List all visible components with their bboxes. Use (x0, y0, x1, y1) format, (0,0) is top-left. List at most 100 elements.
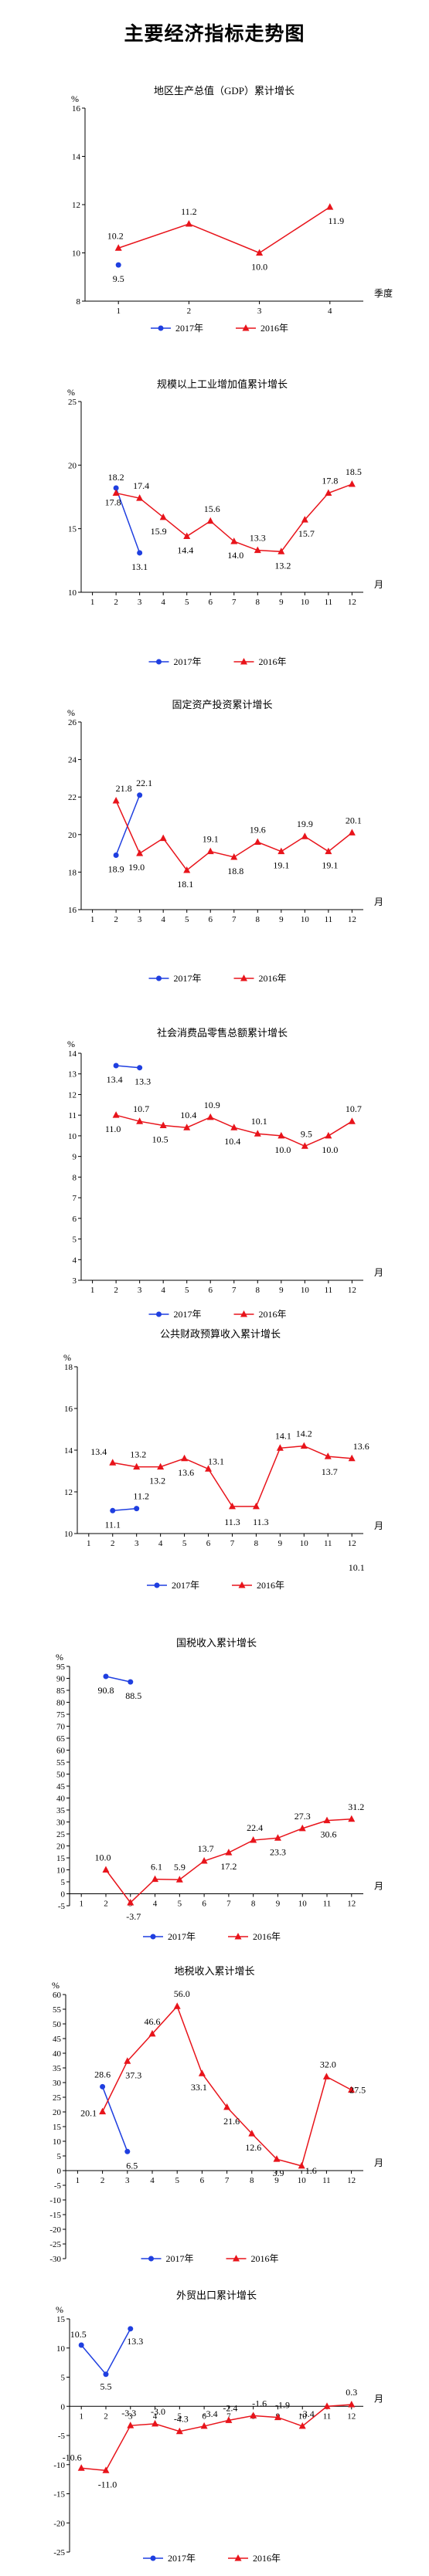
y-tick-label: 10 (64, 1530, 73, 1539)
data-label: -3.4 (203, 2408, 218, 2419)
data-label: 17.8 (105, 497, 121, 508)
legend-marker (148, 2256, 154, 2262)
data-label: 10.0 (94, 1852, 111, 1863)
data-label: 10.1 (251, 1116, 267, 1127)
y-tick-label: 65 (56, 1734, 66, 1744)
data-point (200, 2422, 208, 2429)
x-tick-label: 9 (279, 1286, 284, 1295)
data-point (276, 1444, 284, 1451)
x-axis-title: 月 (374, 1520, 383, 1531)
x-axis-title: 月 (374, 579, 383, 590)
chart-local-tax-revenue: 地税收入累计增长%-30-25-20-15-10-505101520253035… (49, 1965, 383, 2264)
y-tick-label: 10 (68, 588, 77, 598)
data-label: 10.4 (180, 1110, 196, 1120)
y-tick-label: 10 (53, 2137, 62, 2147)
y-tick-label: 0 (57, 2167, 62, 2176)
y-tick-label: 14 (72, 153, 81, 162)
y-tick-label: 16 (68, 906, 77, 915)
data-label: 11.2 (133, 1491, 149, 1502)
legend-marker (240, 974, 247, 981)
data-point (152, 1875, 159, 1883)
legend-marker (156, 975, 162, 981)
data-point (136, 849, 144, 856)
data-label: 11.9 (329, 215, 345, 226)
data-label: 13.3 (250, 533, 266, 544)
data-label: 11.1 (104, 1519, 121, 1530)
data-point (77, 2464, 85, 2471)
x-tick-label: 3 (125, 2176, 130, 2185)
data-point (254, 838, 261, 846)
data-label: 13.4 (90, 1446, 107, 1457)
data-point (206, 847, 214, 855)
data-point (137, 550, 143, 556)
data-label: 13.3 (134, 1076, 151, 1087)
y-tick-label: -30 (49, 2255, 61, 2264)
x-tick-label: 10 (301, 915, 310, 924)
data-point (113, 485, 119, 491)
y-tick-label: 35 (53, 2064, 62, 2073)
y-tick-label: -20 (49, 2225, 61, 2235)
data-point (326, 203, 334, 210)
data-label: 10.7 (346, 1103, 362, 1114)
y-tick-label: 45 (53, 2035, 62, 2044)
series-line (101, 2005, 352, 2167)
x-tick-label: 5 (185, 598, 189, 607)
data-point (298, 1824, 306, 1832)
data-label: 17.2 (220, 1861, 237, 1872)
series-line (115, 795, 141, 856)
data-label: -3.4 (300, 2408, 315, 2419)
data-label: 11.0 (105, 1124, 121, 1134)
data-point (301, 516, 308, 523)
y-tick-label: 7 (73, 1194, 77, 1203)
x-tick-label: 8 (250, 2176, 254, 2185)
x-tick-label: 11 (325, 915, 333, 924)
x-tick-label: 5 (175, 2176, 179, 2185)
x-tick-label: 4 (158, 1539, 163, 1548)
legend-label: 2017年 (175, 323, 203, 334)
data-point (225, 1849, 233, 1856)
y-tick-label: 9 (73, 1153, 77, 1162)
data-label: -3.7 (126, 1911, 141, 1922)
x-tick-label: 1 (79, 2412, 83, 2421)
y-axis-unit-label: % (63, 1352, 71, 1363)
data-label: 15.7 (298, 528, 315, 539)
data-label: 18.8 (227, 866, 243, 876)
chart-title: 公共财政预算收入累计增长 (160, 1328, 281, 1340)
y-tick-label: -5 (54, 2181, 62, 2191)
y-tick-label: 14 (68, 1049, 77, 1059)
data-label: 19.9 (297, 819, 313, 829)
legend-marker (150, 1934, 156, 1940)
data-label: 14.0 (227, 550, 243, 561)
y-tick-label: 25 (53, 2093, 62, 2103)
data-point (205, 1465, 213, 1472)
y-tick-label: 40 (56, 1795, 66, 1804)
data-label: 22.4 (247, 1822, 263, 1833)
data-label: 13.7 (322, 1466, 338, 1477)
y-tick-label: 20 (68, 831, 77, 840)
data-point (206, 1113, 214, 1120)
legend-marker (240, 658, 247, 665)
data-label: 10.0 (251, 262, 267, 273)
y-tick-label: 35 (56, 1806, 66, 1815)
y-tick-label: 11 (68, 1111, 77, 1120)
data-label: 14.1 (275, 1430, 291, 1441)
data-point (113, 1063, 119, 1069)
y-tick-label: 50 (53, 2020, 62, 2029)
legend-marker (156, 659, 162, 665)
x-tick-label: 11 (322, 2176, 331, 2185)
legend-marker (156, 1311, 162, 1317)
data-point (136, 1117, 144, 1124)
y-tick-label: 80 (56, 1699, 66, 1708)
y-tick-label: 20 (68, 461, 77, 470)
x-tick-label: 6 (202, 1900, 206, 1909)
data-point (230, 852, 238, 860)
y-axis-unit-label: % (56, 2304, 63, 2315)
x-tick-label: 1 (90, 915, 95, 924)
x-tick-label: 5 (178, 1900, 182, 1909)
data-label: -2.4 (223, 2402, 237, 2413)
x-axis-title: 季度 (374, 287, 393, 299)
data-label: 17.8 (322, 476, 338, 486)
chart-export: 外贸出口累计增长%-25-20-15-10-505101512345678910… (53, 2290, 383, 2564)
